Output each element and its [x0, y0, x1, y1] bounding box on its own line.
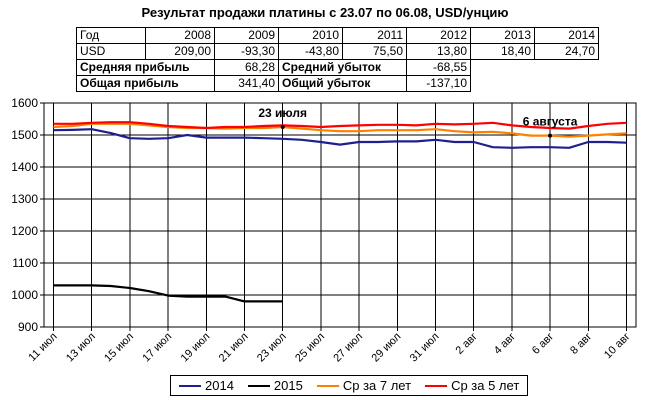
y-tick-label: 1200 [11, 224, 38, 238]
x-tick-label: 11 июл [26, 331, 59, 364]
legend-swatch [179, 384, 201, 387]
table-row: Средняя прибыль 68,28 Средний убыток -68… [76, 59, 599, 76]
usd-cell: 209,00 [145, 43, 215, 60]
annotation-marker [280, 125, 285, 129]
chart-title: Результат продажи платины с 23.07 по 06.… [141, 5, 509, 20]
legend-swatch [316, 384, 339, 387]
y-tick-label: 1000 [11, 288, 38, 302]
legend-item: Ср за 5 лет [425, 378, 519, 393]
plot-frame [43, 102, 637, 328]
x-tick-label: 23 июл [255, 331, 289, 365]
y-tick-label: 1500 [11, 128, 38, 142]
x-tick-label: 31 июл [408, 331, 442, 365]
annotation-marker [548, 133, 553, 138]
series-line-1 [53, 284, 283, 303]
line-chart: 900 1000 1100 1200 1300 1400 1500 1600 11 июл 13 … [11, 96, 637, 365]
x-tick-label: 17 июл [140, 331, 174, 365]
x-tick-label: 25 июл [293, 331, 327, 365]
annotation-label: 6 августа [523, 115, 578, 129]
total-loss-label: Общий убыток [278, 75, 407, 92]
legend-label: Ср за 5 лет [451, 378, 520, 393]
series-line-3 [53, 121, 627, 130]
table-row: Год 2008 2009 2010 2011 2012 2013 2014 [76, 27, 599, 44]
legend-swatch [425, 384, 448, 387]
annotation-label: 23 июля [258, 106, 307, 120]
y-tick-label: 900 [18, 320, 38, 334]
legend-swatch [247, 384, 270, 387]
x-tick-label: 15 июл [102, 331, 136, 365]
usd-cell: 18,40 [470, 43, 535, 60]
legend-item: Ср за 7 лет [316, 378, 412, 393]
y-tick-label: 1100 [12, 256, 38, 270]
year-cell: 2014 [534, 27, 599, 44]
x-tick-label: 13 июл [64, 331, 98, 365]
y-tick-label: 1600 [11, 96, 38, 110]
table-row: USD 209,00 -93,30 -43,80 75,50 13,80 18,… [76, 43, 599, 60]
summary-table: Год 2008 2009 2010 2011 2012 2013 2014 U… [76, 27, 599, 92]
series-layer [53, 121, 627, 303]
x-tick-label: 2 авг [454, 331, 480, 357]
x-tick-label: 8 авг [568, 331, 594, 357]
legend: 2014 2015 Ср за 7 лет Ср за 5 лет [170, 375, 528, 396]
series-line-0 [53, 128, 627, 149]
legend-label: 2014 [205, 378, 234, 393]
x-tick-label: 6 авг [530, 331, 556, 357]
total-profit-label: Общая прибыль [76, 75, 215, 92]
usd-row-label: USD [76, 43, 146, 60]
legend-label: 2015 [273, 378, 303, 393]
annotation-layer: 23 июля 6 августа [258, 106, 578, 138]
usd-cell: 24,70 [534, 43, 599, 60]
legend-item: 2014 [179, 378, 234, 393]
series-line-2 [53, 122, 627, 138]
x-tick-label: 29 июл [370, 331, 404, 365]
x-tick-label: 27 июл [331, 331, 365, 365]
x-tick-label: 10 авг [602, 331, 633, 362]
year-cell: 2012 [406, 27, 471, 44]
total-loss-value: -137,10 [406, 75, 471, 92]
x-tick-label: 21 июл [217, 331, 251, 365]
avg-loss-value: -68,55 [406, 59, 471, 76]
year-cell: 2008 [145, 27, 215, 44]
y-tick-label: 1400 [11, 160, 38, 174]
legend-label: Ср за 7 лет [342, 378, 412, 393]
x-tick-label: 4 авг [492, 331, 518, 357]
grid-layer [44, 102, 636, 328]
total-profit-value: 341,40 [214, 75, 279, 92]
x-tick-label: 19 июл [179, 331, 213, 365]
y-tick-label: 1300 [11, 192, 38, 206]
legend-item: 2015 [247, 378, 303, 393]
table-row: Общая прибыль 341,40 Общий убыток -137,1… [76, 75, 599, 92]
